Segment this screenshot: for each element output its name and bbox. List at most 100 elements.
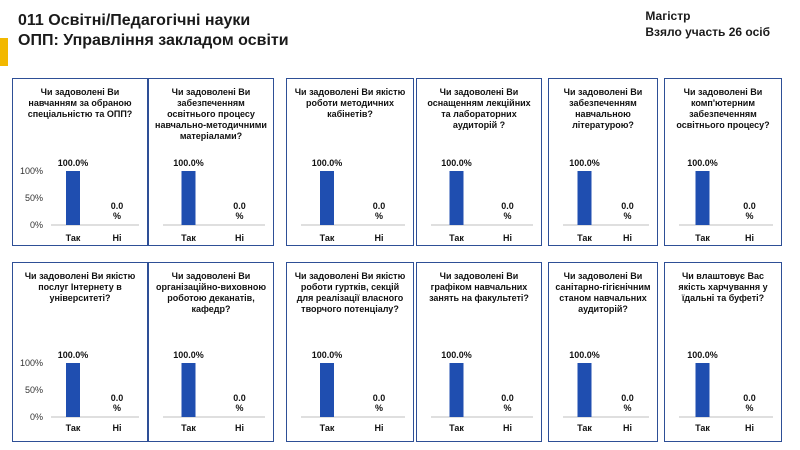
value-label: 100.0% xyxy=(58,350,89,360)
category-label: Ні xyxy=(623,423,632,433)
value-label: 0.0% xyxy=(501,393,514,413)
bar-yes xyxy=(181,171,196,225)
category-label: Так xyxy=(66,233,81,243)
category-label: Так xyxy=(320,423,335,433)
bar-yes xyxy=(695,363,710,417)
chart-question: Чи задоволені Ви організаційно-виховною … xyxy=(155,271,267,314)
category-label: Ні xyxy=(745,423,754,433)
value-label: 0.0% xyxy=(233,201,246,221)
value-label: 0.0% xyxy=(111,393,124,413)
y-tick-label: 50% xyxy=(25,193,43,203)
value-label: 0.0% xyxy=(621,393,634,413)
bar-yes xyxy=(320,171,334,225)
category-label: Так xyxy=(449,233,464,243)
value-label: 100.0% xyxy=(687,158,718,168)
chart-question: Чи влаштовує Вас якість харчування у їда… xyxy=(678,271,768,303)
y-tick-label: 0% xyxy=(30,412,43,422)
value-label: 100.0% xyxy=(58,158,89,168)
category-label: Ні xyxy=(745,233,754,243)
value-label: 100.0% xyxy=(173,158,204,168)
chart-card-1: Чи задоволені Ви навчанням за обраною сп… xyxy=(12,78,148,246)
chart-card-12: Чи влаштовує Вас якість харчування у їда… xyxy=(664,262,782,442)
chart-card-5: Чи задоволені Ви забезпеченням навчально… xyxy=(548,78,658,246)
bar-chart: 100.0% Так 0.0 % Ні xyxy=(163,158,265,243)
category-label: Ні xyxy=(235,233,244,243)
value-label: 0.0% xyxy=(111,201,124,221)
chart-question: Чи задоволені Ви комп'ютерним забезпечен… xyxy=(676,87,770,130)
page-subtitle: ОПП: Управління закладом освіти xyxy=(18,32,289,49)
bar-chart: 100.0% Так 0.0 % Ні xyxy=(163,350,265,433)
bar-yes xyxy=(181,363,196,417)
category-label: Ні xyxy=(375,423,384,433)
category-label: Ні xyxy=(113,423,122,433)
chart-card-3: Чи задоволені Ви якістю роботи методични… xyxy=(286,78,414,246)
bar-yes xyxy=(695,171,710,225)
y-tick-label: 0% xyxy=(30,220,43,230)
value-label: 100.0% xyxy=(312,350,343,360)
value-label: 0.0% xyxy=(373,393,386,413)
category-label: Так xyxy=(320,233,335,243)
chart-question: Чи задоволені Ви санітарно-гігієнічним с… xyxy=(555,271,651,314)
bar-yes xyxy=(449,363,464,417)
category-label: Так xyxy=(577,423,592,433)
chart-card-4: Чи задоволені Ви оснащенням лекційних та… xyxy=(416,78,542,246)
value-label: 0.0% xyxy=(743,201,756,221)
accent-strip xyxy=(0,38,8,66)
chart-question: Чи задоволені Ви забезпеченням навчально… xyxy=(563,87,643,130)
survey-meta: Магістр Взяло участь 26 осіб xyxy=(645,8,770,40)
category-label: Так xyxy=(181,423,196,433)
category-label: Ні xyxy=(375,233,384,243)
bar-chart: 100.0% Так 0.0 % Ні xyxy=(563,350,649,433)
value-label: 100.0% xyxy=(569,350,600,360)
value-label: 100.0% xyxy=(687,350,718,360)
chart-card-9: Чи задоволені Ви якістю роботи гуртків, … xyxy=(286,262,414,442)
participants-label: Взяло участь 26 осіб xyxy=(645,25,770,39)
bar-yes xyxy=(66,171,80,225)
bar-yes xyxy=(577,171,592,225)
y-tick-label: 100% xyxy=(20,358,43,368)
value-label: 100.0% xyxy=(569,158,600,168)
category-label: Ні xyxy=(623,233,632,243)
chart-question: Чи задоволені Ви якістю роботи гуртків, … xyxy=(294,271,406,314)
chart-question: Чи задоволені Ви навчанням за обраною сп… xyxy=(27,87,133,119)
value-label: 100.0% xyxy=(312,158,343,168)
category-label: Так xyxy=(449,423,464,433)
chart-card-2: Чи задоволені Ви забезпеченням освітньог… xyxy=(148,78,274,246)
chart-question: Чи задоволені Ви забезпеченням освітньог… xyxy=(155,87,267,141)
value-label: 0.0% xyxy=(621,201,634,221)
value-label: 100.0% xyxy=(441,350,472,360)
value-label: 0.0% xyxy=(743,393,756,413)
bar-chart: 0% 50% 100% 100.0% Так 0.0 % Ні xyxy=(20,158,139,243)
degree-label: Магістр xyxy=(645,9,691,23)
y-tick-label: 50% xyxy=(25,385,43,395)
chart-card-10: Чи задоволені Ви графіком навчальних зан… xyxy=(416,262,542,442)
bar-chart: 100.0% Так 0.0 % Ні xyxy=(563,158,649,243)
y-tick-label: 100% xyxy=(20,166,43,176)
bar-chart: 100.0% Так 0.0 % Ні xyxy=(301,158,405,243)
chart-question: Чи задоволені Ви якістю роботи методични… xyxy=(294,87,406,119)
value-label: 0.0% xyxy=(233,393,246,413)
category-label: Ні xyxy=(235,423,244,433)
bar-chart: 100.0% Так 0.0 % Ні xyxy=(431,158,533,243)
chart-card-11: Чи задоволені Ви санітарно-гігієнічним с… xyxy=(548,262,658,442)
category-label: Так xyxy=(577,233,592,243)
category-label: Так xyxy=(181,233,196,243)
chart-question: Чи задоволені Ви графіком навчальних зан… xyxy=(429,271,529,303)
category-label: Ні xyxy=(503,233,512,243)
bar-yes xyxy=(449,171,464,225)
chart-card-7: Чи задоволені Ви якістю послуг Інтернету… xyxy=(12,262,148,442)
bar-chart: 100.0% Так 0.0 % Ні xyxy=(431,350,533,433)
page-title: 011 Освітні/Педагогічні науки xyxy=(18,12,251,29)
bar-yes xyxy=(577,363,592,417)
value-label: 0.0% xyxy=(501,201,514,221)
category-label: Ні xyxy=(503,423,512,433)
bar-chart: 100.0% Так 0.0 % Ні xyxy=(301,350,405,433)
chart-card-6: Чи задоволені Ви комп'ютерним забезпечен… xyxy=(664,78,782,246)
category-label: Ні xyxy=(113,233,122,243)
chart-question: Чи задоволені Ви якістю послуг Інтернету… xyxy=(24,271,136,303)
category-label: Так xyxy=(695,423,710,433)
chart-card-8: Чи задоволені Ви організаційно-виховною … xyxy=(148,262,274,442)
category-label: Так xyxy=(66,423,81,433)
chart-question: Чи задоволені Ви оснащенням лекційних та… xyxy=(427,87,531,130)
value-label: 0.0% xyxy=(373,201,386,221)
